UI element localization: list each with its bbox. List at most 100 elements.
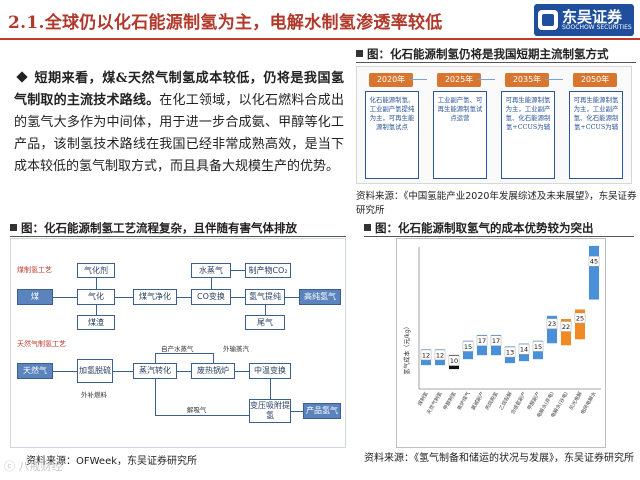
roadmap-box: 工业副产氢、可再生能源制氢试点运营 <box>433 91 487 179</box>
bullet-diamond-icon <box>16 71 28 83</box>
steam-box: 水蒸气 <box>191 263 231 278</box>
bullet-body-text: 在化工领域，以化石燃料合成出的氢气大多作为中间体，用于进一步合成氨、甲醇等化工产… <box>14 93 344 174</box>
gas-process-label: 天然气制氢工艺 <box>17 340 66 348</box>
chart-data-label: 25 <box>576 315 584 323</box>
chart-category-label: 煤制氢 <box>416 391 430 408</box>
extra-fuel-label: 外补燃料 <box>81 391 107 399</box>
chart-data-label: 17 <box>478 337 486 345</box>
flow-line <box>155 415 249 416</box>
flow-line <box>213 353 214 363</box>
figure-rule <box>10 236 346 237</box>
roadmap-column: 2035年 可再生能源制氢为主，工业副产氢、化石能源制氢+CCUS为辅 <box>501 73 557 181</box>
hydrodesulfurization-box: 加氢脱硫 <box>77 359 113 383</box>
high-purity-hydrogen-box: 高纯氢气 <box>299 289 341 305</box>
flow-line <box>155 353 156 363</box>
flow-line <box>96 278 97 289</box>
figure-rule <box>356 62 636 63</box>
roadmap-box: 化石能源制氢、工业副产氢提纯为主，可再生能源制氢试点 <box>365 91 419 179</box>
export-steam-label: 外输蒸汽 <box>223 345 249 353</box>
flow-line <box>155 379 156 415</box>
chart-category-label: 焦炉煤气 <box>456 391 472 412</box>
psa-box: 变压吸附提氢 <box>249 399 291 423</box>
chart-value-box <box>574 312 586 324</box>
roadmap-column: 2050年 可再生能源制氢为主，工业副产氢、化石能源制氢+CCUS为辅 <box>569 73 625 181</box>
chart-bar <box>588 245 600 300</box>
chart-data-label: 22 <box>562 323 570 331</box>
chart-data-label: 45 <box>590 258 598 266</box>
source-note-bottom-left: 资料来源：OFWeek，东吴证券研究所 <box>26 456 198 467</box>
roadmap-year: 2035年 <box>505 73 549 87</box>
flow-line <box>113 371 133 372</box>
coal-process-label: 煤制氢工艺 <box>17 266 52 274</box>
chart-category-label: 乙烷裂解 <box>498 391 514 412</box>
source-note-top-right: 资料来源：《中国氢能产业2020年发展综述及未来展望》，东吴证券研究所 <box>356 191 637 216</box>
chart-value-box <box>434 349 446 361</box>
bullet-paragraph: 短期来看，煤&天然气制氢成本较低，仍将是我国氢气制取的主流技术路线。在化工领域，… <box>14 68 344 178</box>
chart-data-label: 14 <box>520 346 528 354</box>
chart-category-label: 风光电解 <box>568 391 584 412</box>
flow-line <box>211 278 212 289</box>
medium-temp-shift-box: 中温变换 <box>249 363 291 379</box>
figure-title-top-right: 图：化石能源制氢仍将是我国短期主流制氢方式 <box>356 46 609 62</box>
chart-bar <box>546 315 558 344</box>
roadmap-box: 可再生能源制氢为主，工业副产氢、化石能源制氢+CCUS为辅 <box>501 91 555 179</box>
chart-data-label: 13 <box>506 349 514 357</box>
logo-english: SOOCHOW SECURITIES <box>562 24 632 31</box>
page-title: 2.1.全球仍以化石能源制氢为主，电解水制氢渗透率较低 <box>8 13 443 33</box>
flow-line <box>285 297 299 298</box>
co-shift-box: CO变换 <box>191 289 231 305</box>
flow-line <box>235 371 249 372</box>
timeline-arrow <box>545 79 563 80</box>
figure-rule <box>364 236 634 237</box>
roadmap-year: 2025年 <box>437 73 481 87</box>
natural-gas-box: 天然气 <box>17 363 53 379</box>
square-bullet-icon <box>356 50 363 57</box>
chart-value-box <box>476 335 488 346</box>
cost-bar-chart: 氢气成本（元/kg） 12 煤制氢 12 天然气制氢 10 甲醇制氢 15 焦炉煤气 17 氯碱副… <box>396 238 606 448</box>
flow-line <box>270 379 271 399</box>
roadmap-year: 2050年 <box>573 73 617 87</box>
figure-title-bottom-left: 图：化石能源制氢工艺流程复杂，且伴随有害气体排放 <box>10 220 297 236</box>
figure-title-bottom-right: 图：化石能源制取氢气的成本优势较为突出 <box>364 220 594 236</box>
roadmap-column: 2020年 化石能源制氢、工业副产氢提纯为主，可再生能源制氢试点 <box>365 73 421 181</box>
flow-line <box>177 297 191 298</box>
chart-value-box <box>588 256 600 267</box>
flow-line <box>265 305 266 315</box>
chart-data-label: 10 <box>450 357 458 365</box>
chart-data-label: 15 <box>464 343 472 351</box>
self-steam-label: 自产水蒸气 <box>161 345 194 353</box>
chart-category-label: 氯碱副产 <box>470 391 486 412</box>
chart-value-box <box>448 355 460 366</box>
chart-value-box <box>560 321 572 332</box>
chart-value-box <box>504 346 516 358</box>
desorption-gas-label: 解吸气 <box>187 406 207 414</box>
chart-bar <box>560 319 572 346</box>
flow-line <box>115 297 133 298</box>
cost-chart-svg: 氢气成本（元/kg） 12煤制氢12天然气制氢10甲醇制氢15焦炉煤气17氯碱副… <box>403 245 601 419</box>
chart-category-label: 甲醇制氢 <box>442 391 458 412</box>
chart-value-box <box>546 318 558 329</box>
flow-line <box>231 297 245 298</box>
roadmap-year: 2020年 <box>369 73 413 87</box>
watermark: ⓒ 八戒财经 <box>4 460 63 473</box>
roadmap-box: 可再生能源制氢为主，工业副产氢、化石能源制氢+CCUS为辅 <box>569 91 623 179</box>
flow-line <box>177 371 191 372</box>
hydrogen-purification-box: 氢气提纯 <box>245 289 285 305</box>
flow-line <box>155 353 213 354</box>
logo-name: 东吴证券 <box>562 8 623 26</box>
chart-value-box <box>532 341 544 352</box>
chart-value-box <box>490 335 502 346</box>
flow-line <box>96 305 97 315</box>
timeline-arrow <box>409 79 427 80</box>
flow-line <box>291 411 303 412</box>
coal-slag-box: 煤渣 <box>77 315 115 330</box>
process-flow-diagram: 煤制氢工艺 气化剂 煤 气化 煤渣 煤气净化 水蒸气 CO变换 制产物CO₂ 氢… <box>10 238 346 448</box>
coal-box: 煤 <box>17 289 53 305</box>
chart-data-label: 23 <box>548 320 556 328</box>
flow-line <box>231 270 245 271</box>
chart-value-box <box>518 344 530 355</box>
flow-line <box>53 297 77 298</box>
logo-mark-icon <box>538 10 558 30</box>
chart-data-label: 15 <box>534 343 542 351</box>
chart-category-label: 丙烷脱氢 <box>484 391 500 412</box>
